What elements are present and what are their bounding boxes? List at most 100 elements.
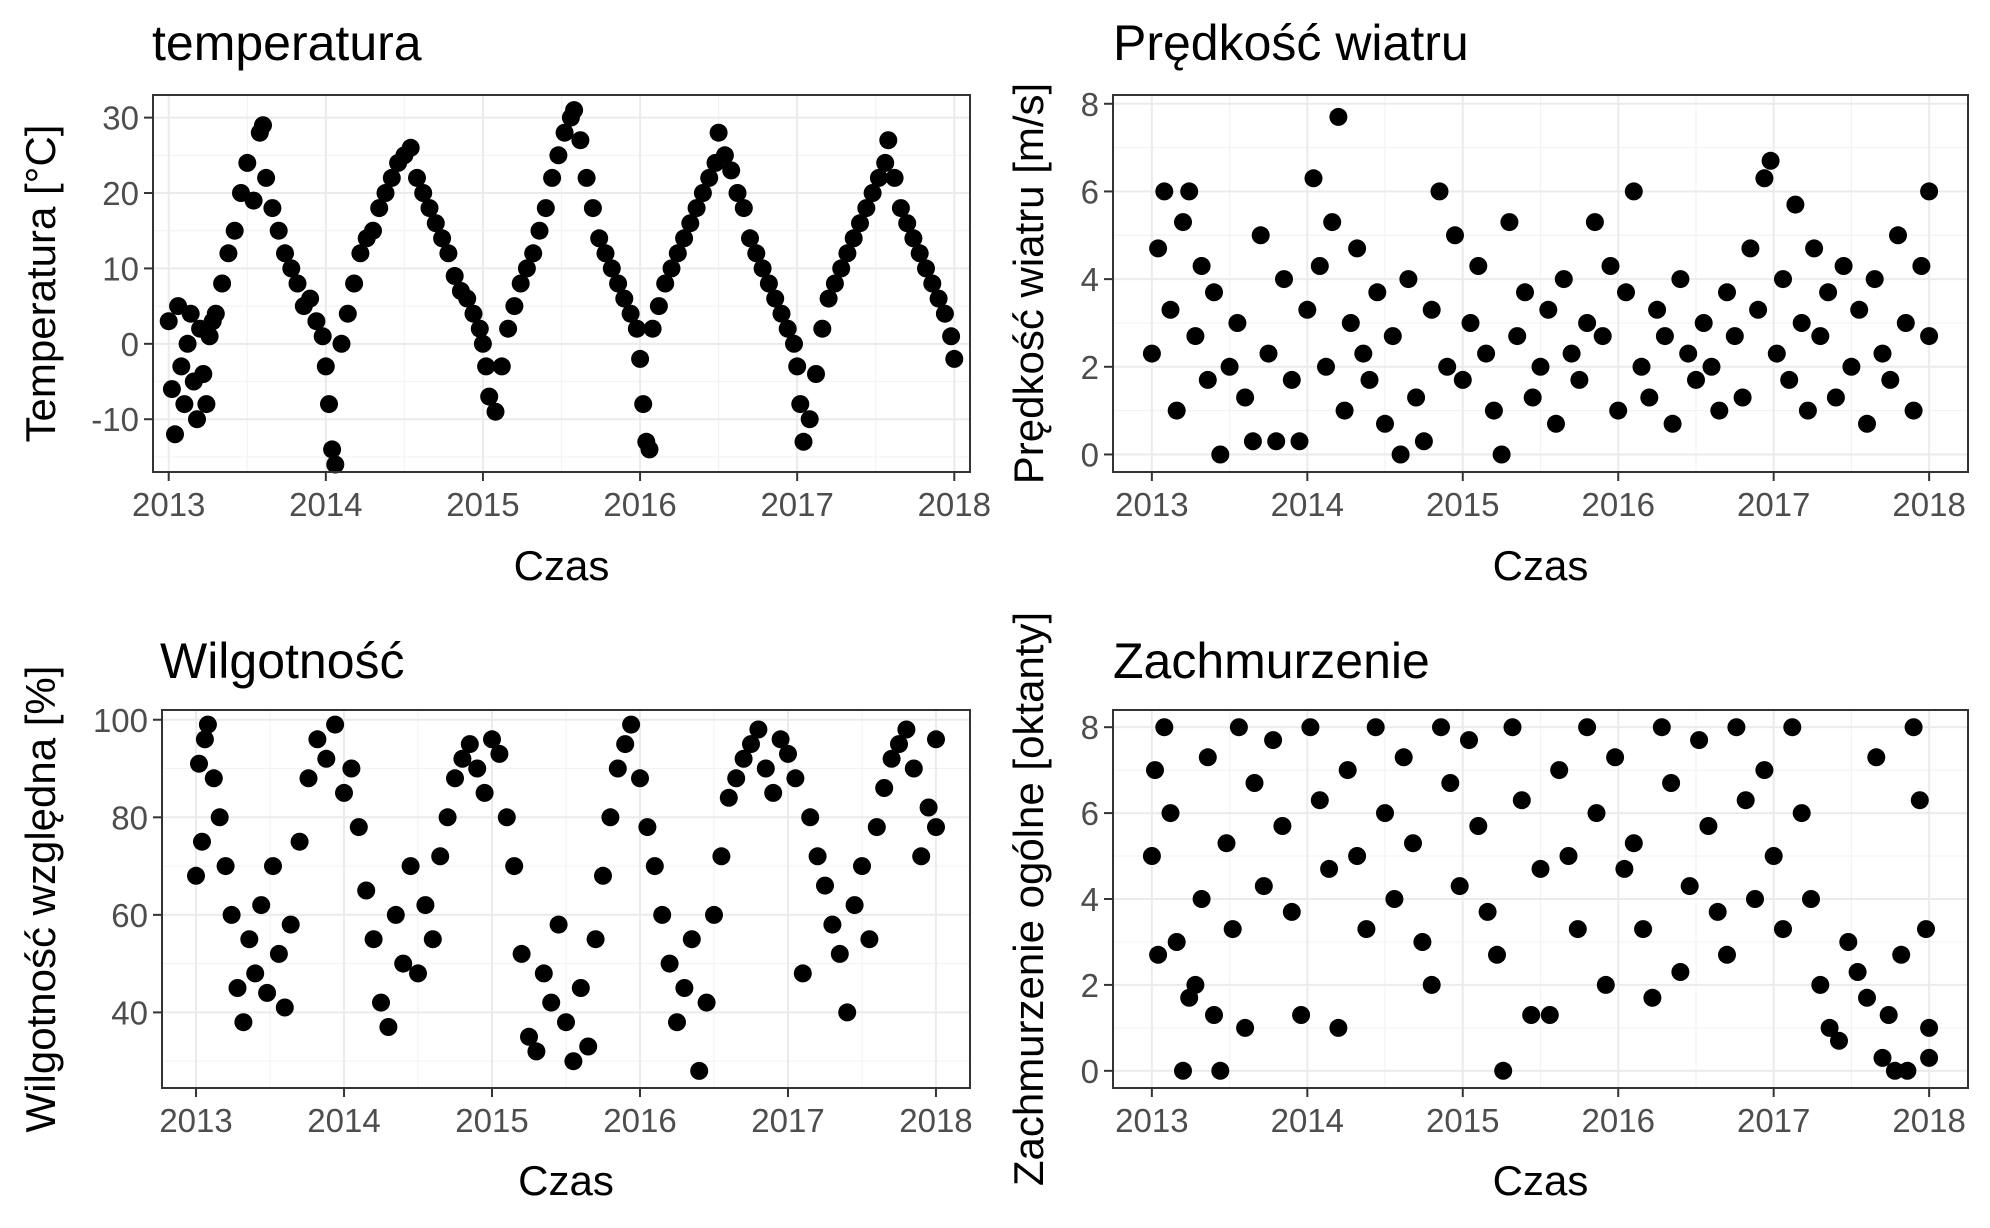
wind-speed-x-tick-label: 2016 <box>1582 486 1655 523</box>
humidity-data-point <box>275 998 294 1017</box>
temperature-data-point <box>439 244 458 263</box>
cloud-cover-data-point <box>1671 963 1690 981</box>
temperature-data-point <box>524 244 543 263</box>
wind-speed-data-point <box>1282 370 1301 389</box>
temperature-data-point <box>316 357 335 376</box>
cloud-cover-y-tick-label: 4 <box>1081 881 1099 918</box>
humidity-data-point <box>228 979 247 997</box>
temperature-data-point <box>844 229 863 248</box>
temperature-data-point <box>935 304 954 323</box>
wind-speed-data-point <box>1267 432 1286 451</box>
cloud-cover-data-point <box>1161 804 1180 823</box>
temperature-data-point <box>282 259 301 278</box>
temperature-data-point <box>759 274 778 293</box>
wind-speed-data-point <box>1702 357 1721 376</box>
temperature-data-point <box>473 334 492 353</box>
wind-speed-x-tick-label: 2018 <box>1892 486 1965 523</box>
humidity-x-tick-label: 2018 <box>899 1102 972 1139</box>
cloud-cover-data-point <box>1422 975 1441 994</box>
wind-speed-data-point <box>1469 257 1488 275</box>
cloud-cover-data-point <box>1450 877 1469 896</box>
temperature-data-point <box>945 349 964 368</box>
humidity-data-point <box>882 749 901 768</box>
cloud-cover-data-point <box>1394 748 1413 767</box>
humidity-data-point <box>564 1052 583 1071</box>
cloud-cover-data-point <box>1615 859 1634 878</box>
cloud-cover-y-tick-label: 6 <box>1081 795 1099 832</box>
wind-speed-data-point <box>1477 344 1496 363</box>
cloud-cover-data-point <box>1736 791 1755 810</box>
humidity-data-point <box>520 1027 538 1046</box>
humidity-data-point <box>204 769 223 788</box>
cloud-cover-x-tick-label: 2013 <box>1115 1102 1188 1139</box>
humidity-data-point <box>838 1003 857 1022</box>
humidity-data-point <box>801 808 820 827</box>
temperature-data-point <box>615 289 634 308</box>
humidity-data-point <box>281 915 300 934</box>
temperature-data-point <box>800 410 819 429</box>
humidity-data-point <box>742 735 760 754</box>
temperature-data-point <box>565 101 584 120</box>
humidity-data-point <box>867 818 886 837</box>
humidity-data-point <box>193 832 211 851</box>
temperature-x-tick-label: 2014 <box>289 486 362 523</box>
temperature-data-point <box>602 259 621 278</box>
temperature-y-tick-label: 20 <box>102 175 139 212</box>
humidity-data-point <box>460 735 479 754</box>
temperature-data-point <box>879 131 898 150</box>
temperature-chart: 2013 2014 2015 2016 2017 2018 -10 0 10 20 30 temper… <box>17 15 991 589</box>
humidity-data-point <box>557 1013 575 1032</box>
temperature-data-point <box>159 312 178 331</box>
cloud-cover-data-point <box>1606 748 1625 767</box>
humidity-data-point <box>653 905 672 924</box>
cloud-cover-data-point <box>1503 718 1522 737</box>
humidity-data-point <box>919 798 938 817</box>
cloud-cover-y-tick-label: 2 <box>1081 967 1099 1004</box>
humidity-chart-title: Wilgotność <box>160 633 405 689</box>
temperature-data-point <box>326 455 345 474</box>
cloud-cover-chart: 2013 2014 2015 2016 2017 2018 0 2 4 6 8 Zachmurzeni… <box>1005 612 1969 1204</box>
temperature-data-point <box>382 168 401 187</box>
temperature-data-point <box>700 168 719 187</box>
wind-speed-data-point <box>1211 445 1230 464</box>
temperature-data-point <box>791 395 810 414</box>
temperature-data-point <box>596 244 615 263</box>
cloud-cover-data-point <box>1366 718 1385 737</box>
wind-speed-x-tick-label: 2014 <box>1271 486 1344 523</box>
temperature-data-point <box>288 274 307 293</box>
wind-speed-data-point <box>1805 239 1824 258</box>
cloud-cover-data-point <box>1811 975 1830 994</box>
humidity-data-point <box>601 808 620 827</box>
humidity-data-point <box>252 896 271 915</box>
humidity-y-tick-label: 40 <box>111 994 148 1031</box>
temperature-data-point <box>477 357 496 376</box>
cloud-cover-x-tick-label: 2017 <box>1737 1102 1810 1139</box>
cloud-cover-x-axis-label: Czas <box>1493 1157 1589 1204</box>
humidity-data-point <box>364 930 383 949</box>
temperature-data-point <box>175 395 194 414</box>
temperature-data-point <box>323 440 342 459</box>
temperature-y-axis-label: Temperatura [°C] <box>17 125 64 443</box>
humidity-x-tick-label: 2016 <box>603 1102 676 1139</box>
temperature-x-axis-label: Czas <box>514 542 610 589</box>
temperature-data-point <box>225 221 244 240</box>
cloud-cover-y-axis-label: Zachmurzenie ogólne [oktanty] <box>1005 612 1052 1186</box>
wind-speed-data-point <box>1609 401 1628 420</box>
humidity-x-tick-label: 2017 <box>751 1102 824 1139</box>
humidity-data-point <box>586 930 605 949</box>
wind-speed-data-point <box>1341 314 1360 332</box>
wind-speed-chart-title: Prędkość wiatru <box>1113 15 1469 71</box>
temperature-data-point <box>364 221 382 240</box>
temperature-data-point <box>649 297 668 316</box>
cloud-cover-data-point <box>1404 834 1422 853</box>
cloud-cover-data-point <box>1488 945 1506 964</box>
wind-speed-data-point <box>1570 370 1589 389</box>
cloud-cover-data-point <box>1469 817 1488 835</box>
temperature-data-point <box>480 387 499 406</box>
temperature-data-point <box>766 289 785 308</box>
cloud-cover-data-point <box>1460 731 1478 750</box>
cloud-cover-data-point <box>1273 817 1292 835</box>
wind-speed-data-point <box>1192 257 1211 275</box>
temperature-data-point <box>734 199 753 218</box>
temperature-data-point <box>263 199 282 218</box>
